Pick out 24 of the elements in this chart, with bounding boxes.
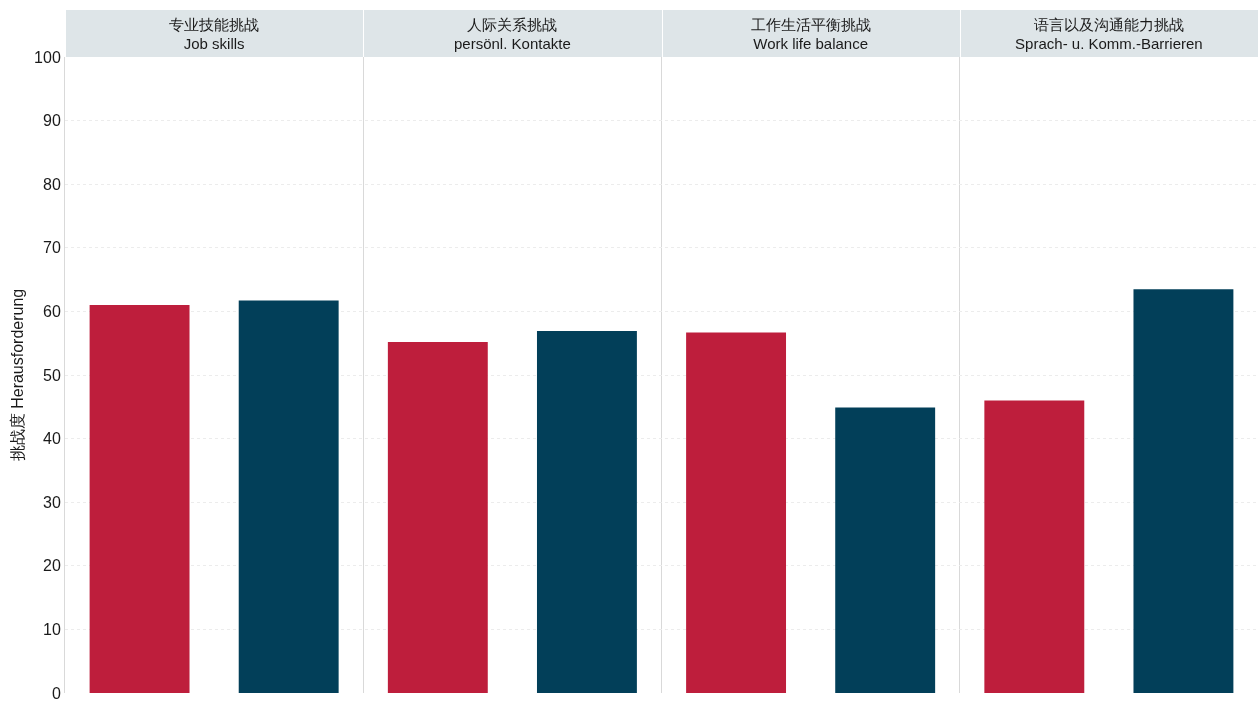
bar (238, 300, 339, 693)
bar (1133, 289, 1234, 693)
bar (387, 341, 488, 693)
y-tick-label: 40 (43, 430, 61, 448)
x-tick-label: 语言以及沟通能力挑战 Sprach- u. Komm.-Barrieren (1015, 15, 1203, 52)
bar (835, 407, 936, 693)
bar (536, 331, 637, 693)
y-tick-label: 30 (43, 493, 61, 511)
y-tick-label: 70 (43, 239, 61, 257)
bar (686, 332, 787, 693)
x-tick-label: 专业技能挑战 Job skills (169, 15, 260, 52)
x-tick-label: 工作生活平衡挑战 Work life balance (750, 15, 871, 52)
y-tick-label: 80 (43, 175, 61, 193)
bar (984, 400, 1085, 693)
y-tick-label: 50 (43, 366, 61, 384)
y-tick-label: 60 (43, 303, 61, 320)
x-tick-label: 人际关系挑战 persönl. Kontakte (454, 15, 571, 52)
y-tick-label: 10 (43, 621, 61, 638)
y-axis-title: 挑战度 Herausforderung (9, 288, 26, 462)
bar (89, 305, 190, 693)
y-tick-label: 100 (34, 48, 61, 66)
y-tick-label: 90 (43, 112, 61, 130)
y-tick-label: 0 (51, 684, 61, 702)
y-tick-label: 20 (43, 557, 61, 575)
